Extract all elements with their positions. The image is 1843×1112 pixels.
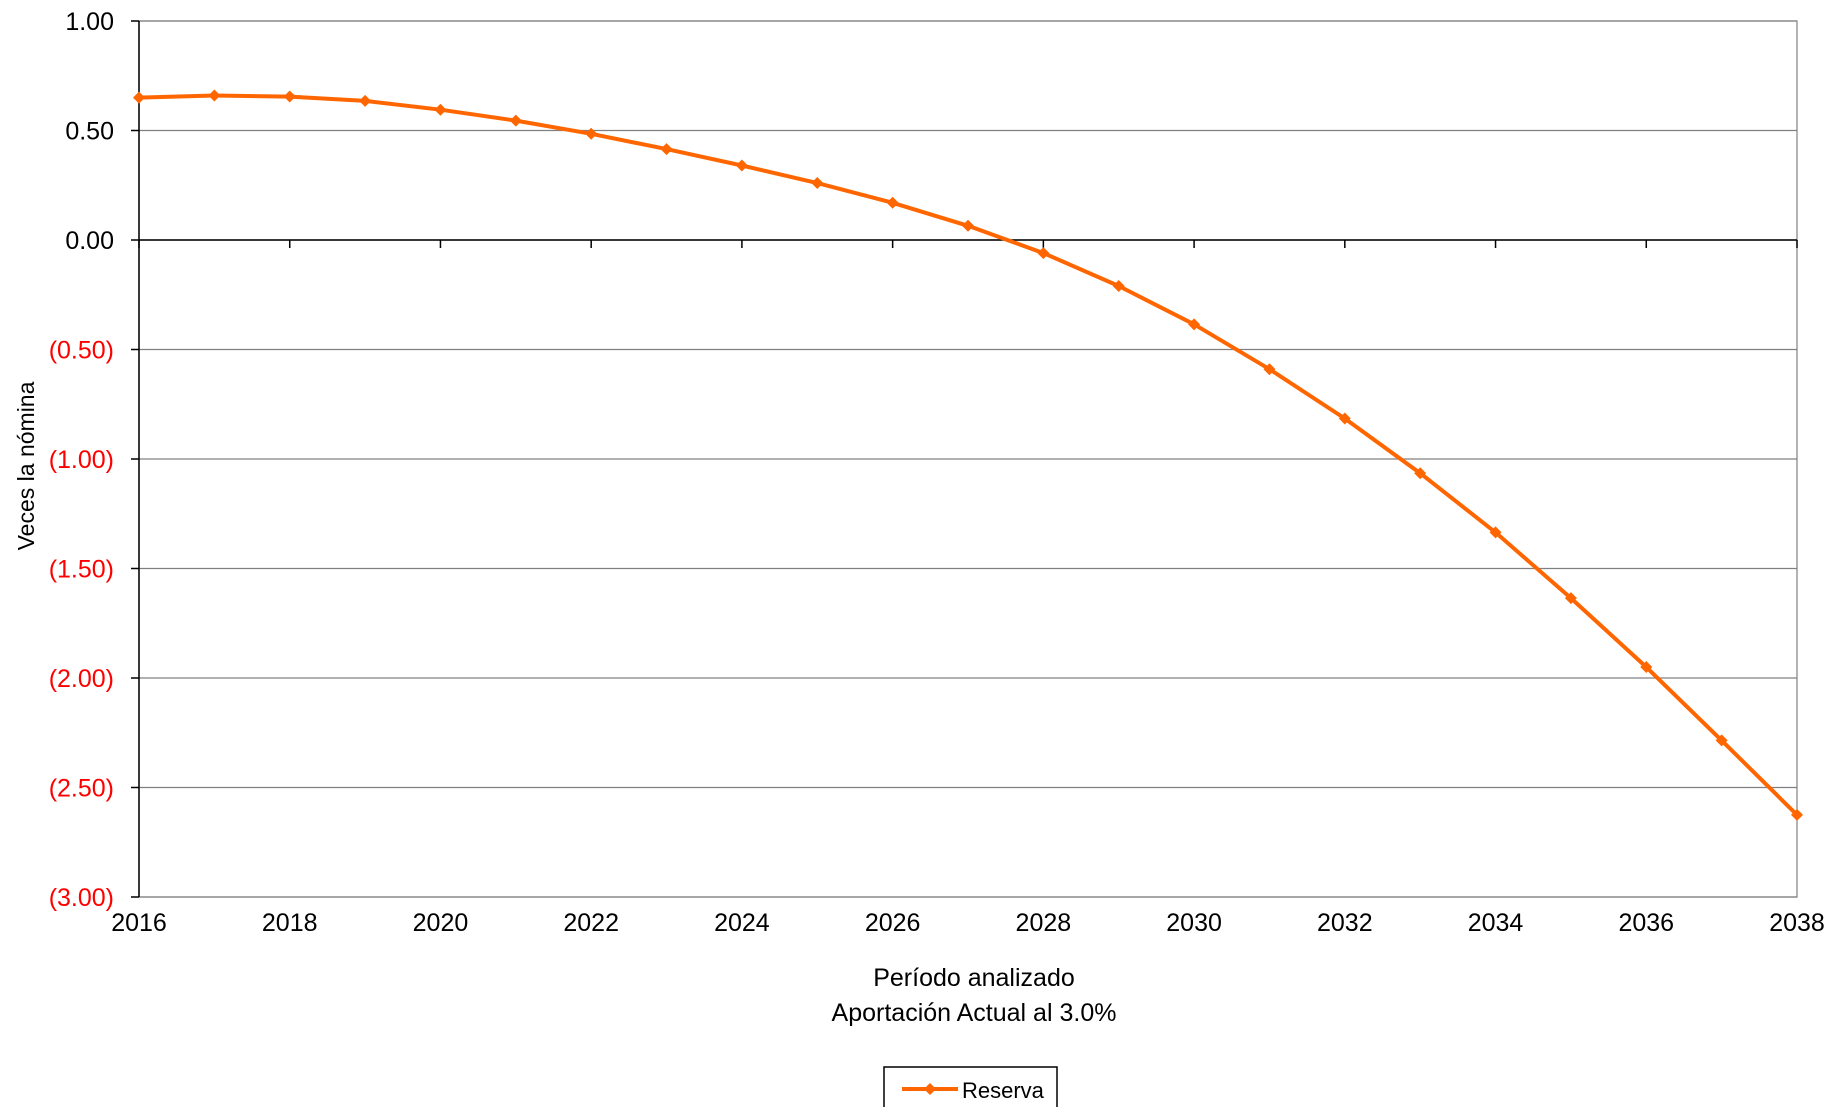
data-point-marker (886, 196, 899, 209)
data-point-marker (1715, 734, 1728, 747)
y-axis-label: Veces la nómina (13, 381, 39, 550)
axes (131, 20, 1798, 898)
data-point-marker (1037, 247, 1050, 260)
x-axis-sublabel: Aportación Actual al 3.0% (832, 999, 1117, 1027)
data-point-marker (1640, 661, 1653, 674)
data-point-marker (208, 89, 221, 102)
y-tick-labels: 1.00 0.50 0.00 (0.50) (1.00) (1.50) (2.00) (2.5… (49, 8, 114, 912)
x-tick-label: 2018 (262, 909, 318, 937)
data-point-marker (811, 177, 824, 190)
data-point-marker (359, 94, 372, 107)
y-tick-label: 0.50 (65, 118, 114, 146)
y-tick-label: (3.00) (49, 884, 114, 912)
data-point-marker (962, 219, 974, 232)
data-point-marker (1489, 526, 1502, 539)
x-axis-label: Período analizado (873, 964, 1075, 992)
x-tick-label: 2024 (714, 909, 770, 937)
y-tick-label: 0.00 (65, 227, 114, 255)
x-tick-label: 2030 (1166, 909, 1222, 937)
data-point-marker (1112, 279, 1125, 292)
x-tick-label: 2020 (413, 909, 469, 937)
y-tick-label: 1.00 (65, 8, 114, 36)
data-point-marker (1338, 412, 1351, 425)
x-tick-label: 2028 (1016, 909, 1072, 937)
x-tick-label: 2034 (1468, 909, 1524, 937)
data-point-marker (1791, 808, 1803, 821)
data-point-marker (509, 114, 522, 127)
y-tick-label: (2.00) (49, 665, 114, 693)
legend-marker-icon (924, 1083, 936, 1095)
x-tick-label: 2036 (1618, 909, 1674, 937)
data-point-marker (660, 143, 673, 156)
legend-label: Reserva (962, 1078, 1045, 1103)
x-tick-label: 2032 (1317, 909, 1373, 937)
data-point-marker (735, 159, 748, 172)
data-point-marker (585, 127, 598, 140)
data-point-marker (133, 91, 145, 104)
x-tick-labels: 2016 2018 2020 2022 2024 2026 2028 2030 2032 2034… (111, 909, 1825, 937)
legend: Reserva (883, 1066, 1058, 1112)
series-layer (133, 89, 1803, 821)
x-tick-label: 2038 (1769, 909, 1825, 937)
x-tick-label: 2016 (111, 909, 167, 937)
data-point-marker (434, 103, 447, 116)
data-point-marker (1564, 592, 1577, 605)
data-point-marker (1188, 318, 1201, 331)
data-point-marker (1263, 363, 1276, 376)
y-tick-label: (0.50) (49, 337, 114, 365)
y-tick-label: (2.50) (49, 775, 114, 803)
y-tick-label: (1.50) (49, 556, 114, 584)
x-tick-label: 2026 (865, 909, 921, 937)
y-tick-label: (1.00) (49, 446, 114, 474)
data-point-marker (283, 90, 296, 103)
x-tick-label: 2022 (563, 909, 619, 937)
data-point-marker (1414, 467, 1427, 480)
